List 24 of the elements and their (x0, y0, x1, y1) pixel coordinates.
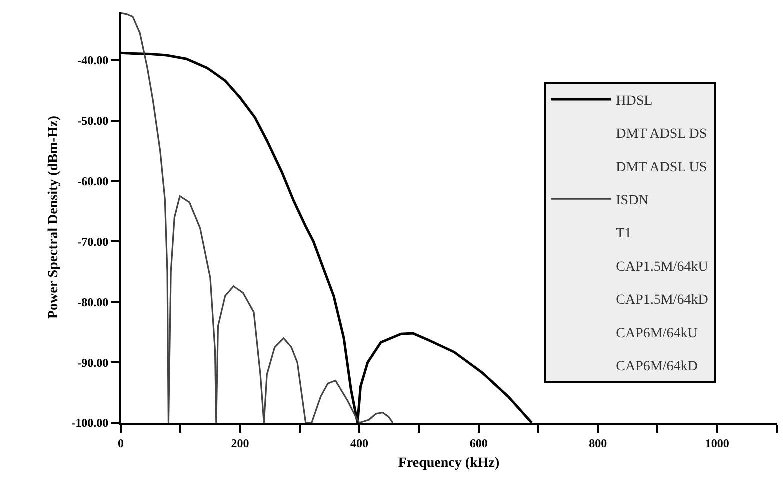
y-axis-title: Power Spectral Density (dBm-Hz) (46, 116, 62, 320)
text: DMT ADSL US (616, 160, 708, 176)
y-tick-label: -70.00 (78, 234, 109, 249)
y-tick-label: -90.00 (78, 356, 109, 370)
x-tick-label: 200 (231, 436, 250, 450)
text: T1 (616, 226, 632, 242)
x-tick-label: 800 (589, 436, 608, 450)
legend-label: HDSL (616, 94, 653, 109)
x-tick-label: 400 (350, 436, 369, 450)
y-tick-label: -50.00 (78, 114, 109, 128)
x-tick-label: 600 (470, 436, 488, 450)
text: CAP6M/64kD (616, 360, 698, 375)
text: DMT ADSL DS (616, 127, 708, 142)
text: CAP1.5M/64kD (616, 293, 708, 308)
legend-label: ISDN (616, 194, 649, 209)
text: CAP6M/64kU (616, 326, 698, 342)
x-axis-title: Frequency (kHz) (398, 456, 500, 472)
y-tick-label: -100.00 (72, 416, 109, 430)
x-tick-label: 0 (118, 436, 124, 450)
y-tick-label: -40.00 (78, 54, 109, 68)
text: CAP1.5M/64kU (616, 260, 708, 275)
y-tick-label: -80.00 (78, 295, 109, 310)
y-tick-label: -60.00 (78, 174, 109, 188)
x-tick-label: 1000 (705, 436, 730, 450)
